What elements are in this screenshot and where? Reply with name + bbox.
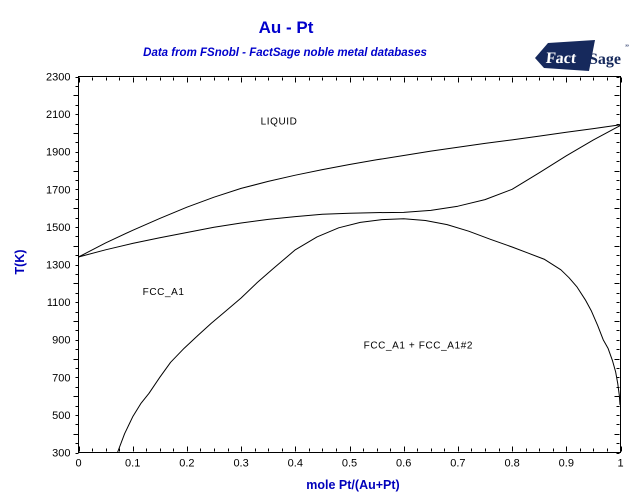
- y-tick-label: 2300: [46, 72, 70, 84]
- factsage-logo: Fact Sage ”: [535, 40, 629, 71]
- curve-liquidus: [78, 124, 621, 258]
- logo-sage-text: Sage: [589, 51, 621, 68]
- x-tick-label: 0.3: [233, 458, 248, 470]
- page-title: Au - Pt: [258, 18, 314, 37]
- x-tick-label: 0.7: [450, 458, 465, 470]
- region-label: LIQUID: [261, 117, 298, 128]
- logo-trademark-icon: ”: [625, 43, 629, 53]
- y-tick-label: 900: [52, 335, 70, 347]
- y-tick-label: 1500: [46, 222, 70, 234]
- x-tick-label: 0.5: [342, 458, 357, 470]
- x-tick-label: 0.6: [396, 458, 411, 470]
- logo-banner-shape: [535, 40, 595, 71]
- y-tick-label: 1100: [47, 297, 71, 309]
- axis-box: [78, 76, 621, 453]
- x-axis-title: mole Pt/(Au+Pt): [306, 478, 400, 492]
- region-label: FCC_A1: [143, 287, 185, 298]
- page-subtitle: Data from FSnobl - FactSage noble metal …: [143, 47, 427, 59]
- x-tick-label: 0.4: [288, 458, 303, 470]
- x-tick-label: 0.9: [559, 458, 574, 470]
- y-tick-label: 500: [52, 410, 70, 422]
- y-tick-label: 300: [52, 448, 70, 460]
- y-tick-label: 1300: [46, 260, 70, 272]
- region-label: FCC_A1 + FCC_A1#2: [364, 340, 473, 351]
- curve-solidus: [78, 124, 621, 258]
- y-tick-label: 1700: [46, 184, 70, 196]
- x-tick-label: 0.1: [125, 458, 140, 470]
- x-tick-label: 0.8: [504, 458, 519, 470]
- x-tick-label: 1: [617, 458, 623, 470]
- y-tick-label: 700: [52, 372, 70, 384]
- logo-fact-text: Fact: [545, 50, 578, 67]
- y-tick-label: 1900: [46, 147, 70, 159]
- x-tick-label: 0: [75, 458, 81, 470]
- x-tick-label: 0.2: [179, 458, 194, 470]
- curve-fcc-miscibility-gap: [117, 218, 621, 453]
- y-tick-label: 2100: [46, 109, 70, 121]
